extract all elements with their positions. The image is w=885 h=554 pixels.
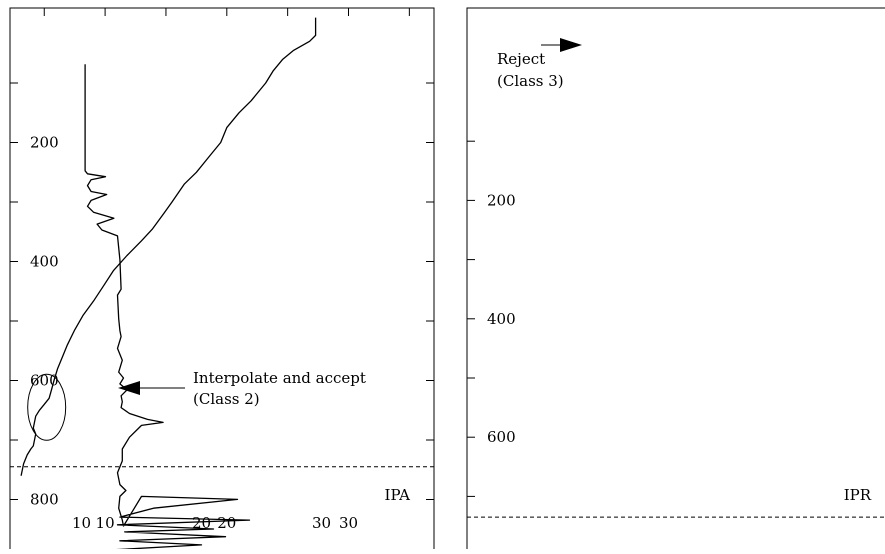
x-tick-label: 10 <box>96 514 115 532</box>
right-chart-annotation-line-2: (Class 3) <box>497 72 564 90</box>
right-chart-ticks <box>467 141 885 496</box>
left-chart-annotation-arrow <box>118 381 185 395</box>
y-tick-label: 800 <box>30 491 59 509</box>
y-tick-label: 400 <box>487 310 516 328</box>
right-chart-annotation-arrow <box>541 38 582 52</box>
x-tick-label: 30 <box>339 514 358 532</box>
left-chart-x-label: IPA <box>385 486 411 504</box>
left-chart-annotation-line-2: (Class 2) <box>193 390 260 408</box>
y-tick-label: 400 <box>30 253 59 271</box>
left-chart-frame <box>10 8 434 549</box>
right-chart-series-line <box>85 64 297 549</box>
y-tick-label: 200 <box>487 191 516 209</box>
x-tick-label: 30 <box>312 514 331 532</box>
y-tick-label: 200 <box>30 134 59 152</box>
y-tick-label: 600 <box>487 428 516 446</box>
left-chart-annotation-line-1: Interpolate and accept <box>193 369 366 387</box>
left-chart-ticks <box>10 8 434 549</box>
right-chart-annotation-line-1: Reject <box>497 50 545 68</box>
right-chart-x-label: IPR <box>844 486 872 504</box>
x-tick-label: 10 <box>72 514 91 532</box>
x-tick-label: 20 <box>217 514 236 532</box>
